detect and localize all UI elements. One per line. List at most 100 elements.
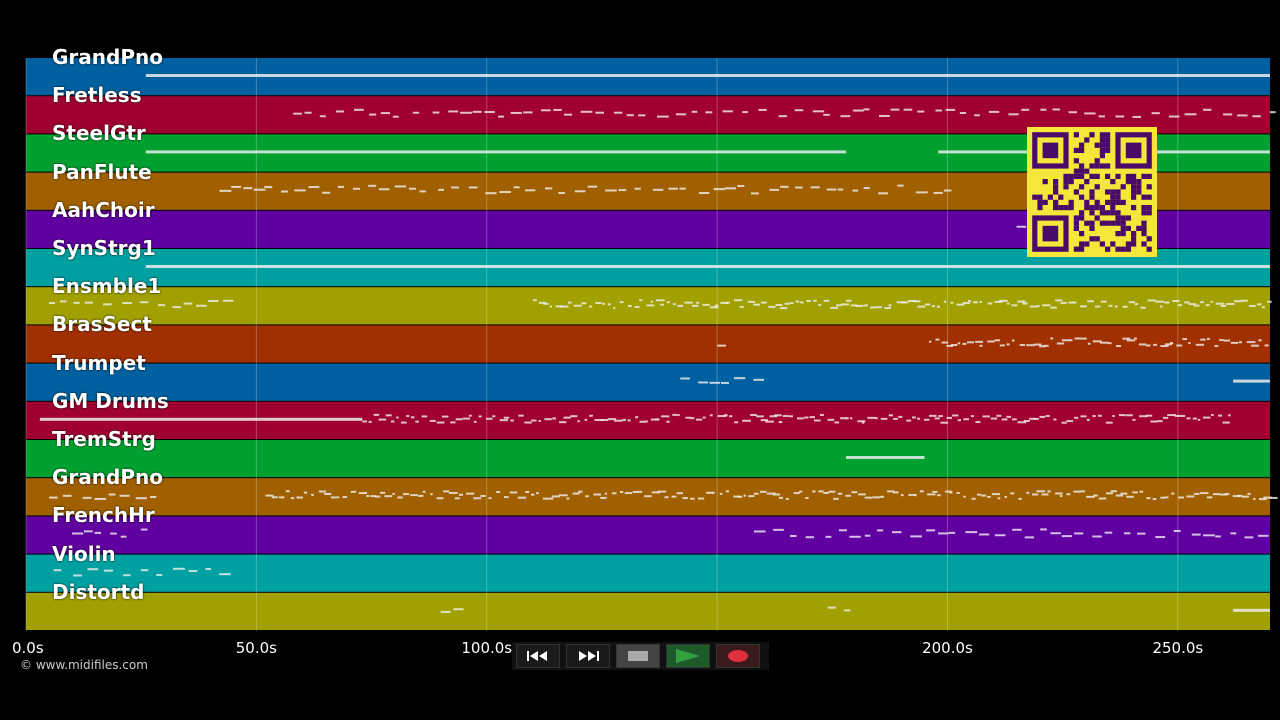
note	[593, 493, 602, 496]
note	[1074, 532, 1084, 535]
note	[1164, 496, 1169, 499]
note	[632, 490, 640, 493]
note	[611, 492, 617, 495]
record-button[interactable]	[716, 644, 760, 668]
note	[421, 415, 428, 418]
note	[1162, 416, 1169, 419]
note	[311, 493, 314, 496]
note	[937, 494, 941, 497]
note	[760, 301, 767, 304]
tick-label: 100.0s	[461, 639, 513, 657]
note	[278, 496, 285, 499]
note	[1253, 497, 1256, 500]
note	[469, 414, 472, 417]
note	[587, 185, 598, 188]
note	[525, 490, 530, 493]
note	[558, 494, 568, 497]
note	[337, 185, 345, 188]
note	[1168, 115, 1180, 118]
note	[1252, 115, 1261, 118]
note	[1132, 491, 1138, 494]
note	[558, 191, 565, 194]
note	[392, 115, 399, 118]
fast-forward-button[interactable]	[566, 644, 610, 668]
note	[734, 299, 743, 302]
note	[1115, 345, 1121, 348]
note	[867, 416, 876, 419]
note	[458, 493, 464, 496]
track-label: AahChoir	[52, 197, 155, 222]
track-band	[26, 592, 1270, 630]
note	[819, 413, 824, 416]
note	[962, 302, 970, 305]
note	[563, 416, 571, 419]
note	[145, 265, 1270, 268]
note	[857, 420, 866, 423]
note	[566, 497, 570, 500]
note	[1184, 301, 1190, 304]
note	[782, 414, 789, 417]
track-label: BrasSect	[52, 312, 152, 337]
note	[793, 492, 800, 495]
note	[594, 419, 604, 422]
note	[888, 414, 893, 417]
note	[551, 495, 560, 498]
note	[518, 414, 524, 417]
note	[549, 305, 552, 308]
note	[880, 417, 888, 420]
note	[1214, 344, 1219, 347]
note	[680, 377, 690, 380]
note	[702, 416, 706, 419]
note	[945, 108, 956, 111]
note	[769, 188, 779, 191]
note	[150, 496, 157, 499]
note	[827, 606, 836, 609]
note	[956, 492, 960, 495]
note	[932, 490, 938, 493]
note	[878, 192, 888, 195]
note	[696, 301, 700, 304]
note	[563, 113, 573, 116]
note	[935, 109, 942, 112]
note	[778, 496, 784, 499]
note	[1267, 300, 1272, 303]
note	[743, 494, 747, 497]
note	[73, 301, 80, 304]
note	[1200, 301, 1204, 304]
note	[753, 530, 766, 533]
note	[1202, 534, 1215, 537]
note	[690, 417, 695, 420]
play-button[interactable]	[666, 644, 710, 668]
note	[779, 307, 788, 310]
note	[318, 490, 327, 493]
note	[823, 113, 830, 116]
note	[1010, 492, 1015, 495]
note	[706, 491, 713, 494]
note	[1192, 417, 1198, 420]
note	[441, 415, 449, 418]
note	[900, 494, 904, 497]
note	[750, 414, 757, 417]
note	[607, 303, 611, 306]
stop-button[interactable]	[616, 644, 660, 668]
note	[682, 497, 688, 500]
rewind-button[interactable]	[516, 644, 560, 668]
note	[1230, 532, 1237, 535]
note	[709, 414, 713, 417]
note	[668, 187, 678, 190]
note	[1047, 490, 1051, 493]
note	[1188, 303, 1196, 306]
note	[607, 418, 616, 421]
note	[478, 415, 482, 418]
note	[1115, 115, 1125, 118]
note	[963, 495, 966, 498]
note	[734, 421, 739, 424]
note	[378, 418, 387, 421]
note	[1080, 305, 1087, 308]
note	[799, 490, 803, 493]
note	[281, 190, 289, 193]
track-label: FrenchHr	[52, 503, 155, 528]
note	[948, 531, 956, 534]
note	[655, 299, 665, 302]
note	[1140, 306, 1146, 309]
